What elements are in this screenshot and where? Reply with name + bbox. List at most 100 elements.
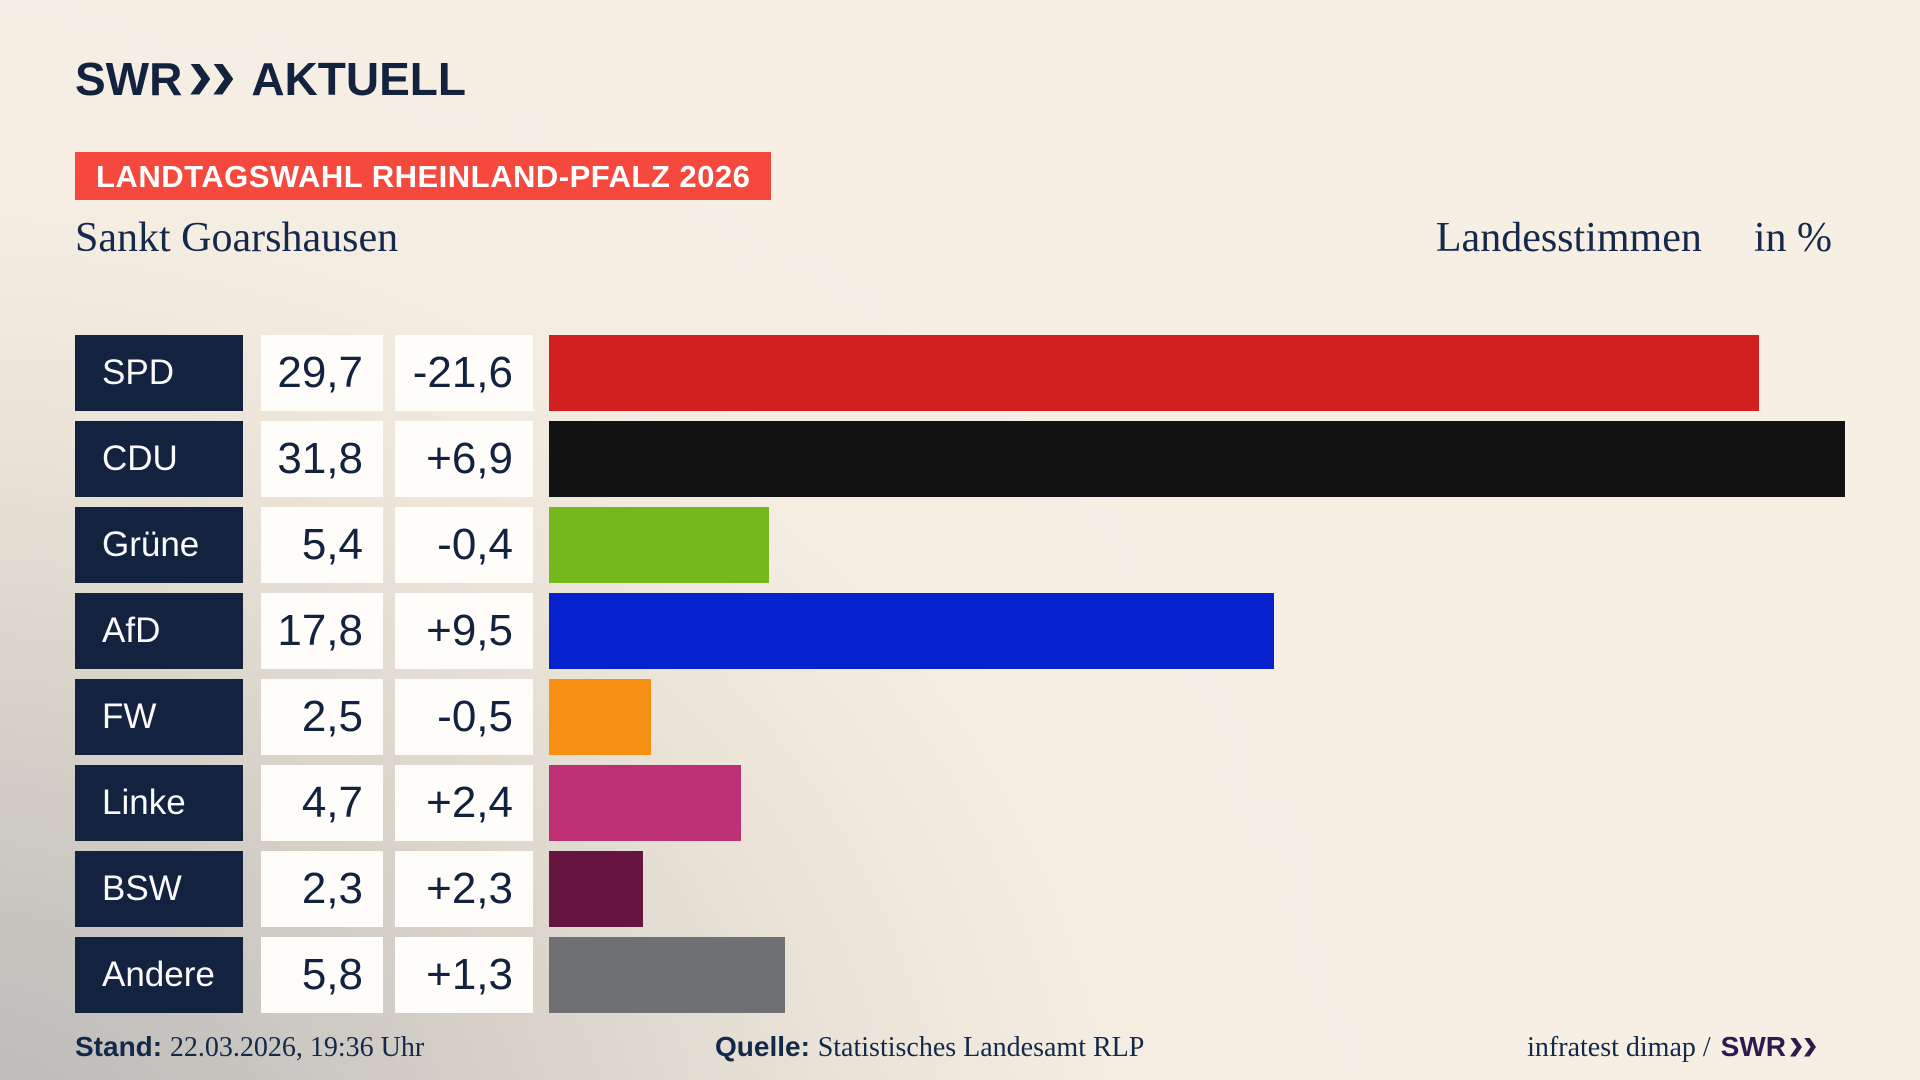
- result-value-cell: 31,8: [261, 421, 383, 497]
- double-chevron-icon: [1790, 1037, 1816, 1057]
- change-value-cell: +6,9: [395, 421, 533, 497]
- double-chevron-icon: [190, 63, 234, 95]
- party-label-cell: BSW: [75, 851, 243, 927]
- change-value-cell: +1,3: [395, 937, 533, 1013]
- result-value-cell: 2,3: [261, 851, 383, 927]
- result-bar: [549, 765, 741, 841]
- change-value-cell: -0,5: [395, 679, 533, 755]
- unit-label: in %: [1753, 215, 1832, 261]
- chevron-right-icon: [213, 63, 234, 95]
- bar-track: [549, 765, 1845, 841]
- swr-brand-mark: SWR: [1721, 1031, 1816, 1063]
- result-value-cell: 17,8: [261, 593, 383, 669]
- change-value-cell: +9,5: [395, 593, 533, 669]
- source-label: Quelle:: [715, 1031, 810, 1062]
- table-row: Andere 5,8 +1,3: [75, 937, 1845, 1013]
- party-label: FW: [102, 697, 157, 736]
- party-value: 17,8: [277, 606, 363, 655]
- municipality-title: Sankt Goarshausen: [75, 215, 399, 261]
- table-row: Linke 4,7 +2,4: [75, 765, 1845, 841]
- result-bar: [549, 421, 1845, 497]
- result-value-cell: 2,5: [261, 679, 383, 755]
- change-value-cell: +2,3: [395, 851, 533, 927]
- bar-track: [549, 507, 1845, 583]
- chevron-right-icon: [1804, 1037, 1816, 1057]
- bar-track: [549, 937, 1845, 1013]
- party-label-cell: SPD: [75, 335, 243, 411]
- table-row: CDU 31,8 +6,9: [75, 421, 1845, 497]
- party-value: 5,8: [301, 950, 363, 999]
- party-change: +2,3: [426, 864, 513, 913]
- bar-track: [549, 335, 1845, 411]
- party-label: AfD: [102, 611, 161, 650]
- result-value-cell: 29,7: [261, 335, 383, 411]
- stand-label: Stand:: [75, 1031, 163, 1062]
- party-label: BSW: [102, 869, 182, 908]
- brand-swr-text: SWR: [1720, 1031, 1786, 1062]
- party-label: Grüne: [102, 525, 200, 564]
- bar-track: [549, 593, 1845, 669]
- stand-info: Stand: 22.03.2026, 19:36 Uhr: [75, 1031, 424, 1064]
- source-info: Quelle: Statistisches Landesamt RLP: [715, 1031, 1144, 1064]
- change-value-cell: +2,4: [395, 765, 533, 841]
- party-change: +9,5: [426, 606, 513, 655]
- source-value: Statistisches Landesamt RLP: [817, 1032, 1145, 1063]
- party-value: 2,5: [301, 692, 363, 741]
- result-bar: [549, 335, 1760, 411]
- table-row: BSW 2,3 +2,3: [75, 851, 1845, 927]
- party-label: Linke: [102, 783, 186, 822]
- bar-track: [549, 851, 1845, 927]
- logo-swr-text: SWR: [75, 53, 183, 105]
- change-value-cell: -21,6: [395, 335, 533, 411]
- bar-track: [549, 679, 1845, 755]
- results-table: SPD 29,7 -21,6 CDU 31,8 +6,9: [75, 335, 1845, 1023]
- party-change: -0,5: [437, 692, 513, 741]
- party-change: -21,6: [412, 348, 513, 397]
- result-value-cell: 5,4: [261, 507, 383, 583]
- party-value: 2,3: [301, 864, 363, 913]
- party-label-cell: Andere: [75, 937, 243, 1013]
- party-value: 5,4: [301, 520, 363, 569]
- table-row: FW 2,5 -0,5: [75, 679, 1845, 755]
- credit-text: infratest dimap /: [1527, 1032, 1711, 1063]
- party-label: SPD: [102, 353, 174, 392]
- result-bar: [549, 593, 1275, 669]
- title-bar: Sankt Goarshausen Landesstimmen in %: [75, 214, 1832, 272]
- vote-type-title: Landesstimmen in %: [1436, 214, 1832, 262]
- vote-type-label: Landesstimmen: [1435, 215, 1702, 261]
- table-row: AfD 17,8 +9,5: [75, 593, 1845, 669]
- party-label-cell: CDU: [75, 421, 243, 497]
- party-label-cell: Linke: [75, 765, 243, 841]
- credit-info: infratest dimap / SWR: [1527, 1031, 1816, 1064]
- result-value-cell: 4,7: [261, 765, 383, 841]
- table-row: SPD 29,7 -21,6: [75, 335, 1845, 411]
- result-bar: [549, 679, 651, 755]
- election-badge: LANDTAGSWAHL RHEINLAND-PFALZ 2026: [75, 152, 772, 200]
- party-change: +2,4: [426, 778, 513, 827]
- party-label-cell: AfD: [75, 593, 243, 669]
- party-change: +1,3: [426, 950, 513, 999]
- logo-aktuell-text: AKTUELL: [251, 53, 466, 105]
- party-label-cell: FW: [75, 679, 243, 755]
- result-bar: [549, 851, 643, 927]
- footer: Stand: 22.03.2026, 19:36 Uhr Quelle: Sta…: [75, 1031, 1816, 1071]
- swr-aktuell-logo: SWR AKTUELL: [75, 56, 466, 102]
- stand-value: 22.03.2026, 19:36 Uhr: [169, 1032, 425, 1063]
- result-value-cell: 5,8: [261, 937, 383, 1013]
- bar-track: [549, 421, 1845, 497]
- party-value: 29,7: [277, 348, 363, 397]
- party-label-cell: Grüne: [75, 507, 243, 583]
- chevron-right-icon: [190, 63, 211, 95]
- party-label: CDU: [102, 439, 178, 478]
- table-row: Grüne 5,4 -0,4: [75, 507, 1845, 583]
- change-value-cell: -0,4: [395, 507, 533, 583]
- party-change: +6,9: [426, 434, 513, 483]
- result-bar: [549, 937, 786, 1013]
- party-change: -0,4: [437, 520, 513, 569]
- party-value: 31,8: [277, 434, 363, 483]
- party-label: Andere: [102, 955, 215, 994]
- chevron-right-icon: [1790, 1037, 1802, 1057]
- result-bar: [549, 507, 770, 583]
- party-value: 4,7: [301, 778, 363, 827]
